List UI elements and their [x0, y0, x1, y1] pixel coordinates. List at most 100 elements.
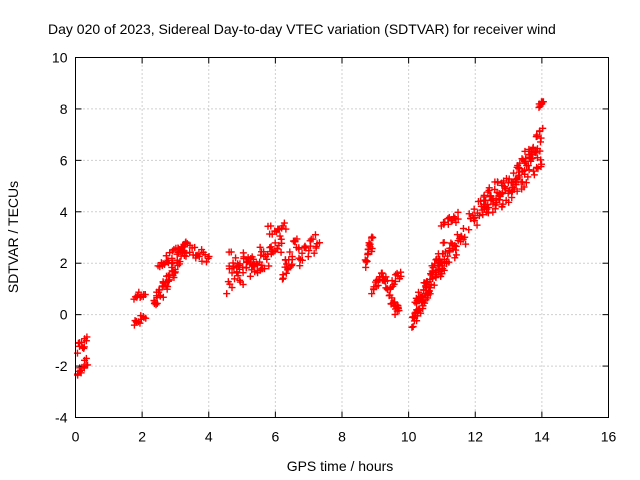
- data-point: [276, 232, 284, 240]
- data-point: [451, 241, 459, 249]
- data-point: [305, 247, 313, 255]
- data-point: [515, 173, 523, 181]
- grid: [75, 57, 609, 418]
- data-point: [465, 210, 473, 218]
- y-tick-label: -4: [55, 410, 68, 426]
- data-points: [73, 98, 547, 379]
- data-point: [136, 293, 144, 301]
- data-point: [462, 240, 470, 248]
- data-point: [374, 281, 382, 289]
- data-point: [521, 166, 529, 174]
- data-point: [426, 284, 434, 292]
- data-point: [273, 245, 281, 253]
- data-point: [369, 234, 377, 242]
- data-point: [533, 163, 541, 171]
- data-point: [447, 239, 455, 247]
- data-point: [246, 272, 254, 280]
- data-point: [424, 291, 432, 299]
- data-point: [248, 253, 256, 261]
- data-point: [412, 294, 420, 302]
- data-point: [368, 233, 376, 241]
- x-tick-label: 16: [601, 429, 617, 445]
- x-tick-label: 10: [401, 429, 417, 445]
- data-point: [368, 244, 376, 252]
- data-point: [408, 323, 416, 331]
- data-point: [76, 367, 84, 375]
- data-point: [159, 293, 167, 301]
- data-point: [239, 280, 247, 288]
- data-point: [533, 132, 541, 140]
- data-point: [481, 196, 489, 204]
- data-point: [279, 274, 287, 282]
- data-point: [413, 317, 421, 325]
- y-tick-label: 4: [60, 204, 68, 220]
- data-point: [510, 169, 518, 177]
- data-point: [261, 265, 269, 273]
- data-point: [530, 171, 538, 179]
- data-point: [298, 249, 306, 257]
- data-point: [451, 214, 459, 222]
- data-point: [508, 194, 516, 202]
- data-point: [296, 262, 304, 270]
- data-point: [505, 175, 513, 183]
- x-tick-label: 12: [467, 429, 483, 445]
- data-point: [470, 205, 478, 213]
- data-point: [524, 173, 532, 181]
- data-point: [485, 184, 493, 192]
- data-point: [260, 248, 268, 256]
- data-point: [164, 283, 172, 291]
- data-point: [278, 239, 286, 247]
- data-point: [484, 209, 492, 217]
- y-axis-label: SDTVAR / TECUs: [5, 181, 21, 293]
- data-point: [394, 303, 402, 311]
- data-point: [413, 312, 421, 320]
- data-point: [481, 205, 489, 213]
- data-point: [80, 343, 88, 351]
- data-point: [513, 187, 521, 195]
- axis-ticks: 0 2 4 6 8 10 12 14 16 -4 -2 0 2 4 6 8 10: [52, 50, 617, 445]
- data-point: [310, 249, 318, 257]
- data-point: [523, 162, 531, 170]
- x-tick-label: 14: [534, 429, 550, 445]
- data-point: [529, 167, 537, 175]
- data-point: [454, 208, 462, 216]
- data-point: [450, 213, 458, 221]
- y-tick-label: 6: [60, 152, 68, 168]
- data-point: [418, 293, 426, 301]
- data-point: [286, 248, 294, 256]
- data-point: [136, 319, 144, 327]
- data-point: [395, 307, 403, 315]
- data-point: [436, 258, 444, 266]
- data-point: [432, 274, 440, 282]
- data-point: [515, 165, 523, 173]
- data-point: [461, 233, 469, 241]
- data-point: [247, 258, 255, 266]
- data-point: [445, 258, 453, 266]
- data-point: [492, 201, 500, 209]
- data-point: [459, 224, 467, 232]
- data-point: [191, 243, 199, 251]
- data-point: [131, 317, 139, 325]
- data-point: [202, 258, 210, 266]
- data-point: [411, 298, 419, 306]
- data-point: [253, 260, 261, 268]
- x-tick-label: 2: [138, 429, 146, 445]
- data-point: [311, 231, 319, 239]
- data-point: [465, 226, 473, 234]
- data-point: [365, 241, 373, 249]
- data-point: [315, 239, 323, 247]
- data-point: [495, 196, 503, 204]
- x-tick-label: 4: [205, 429, 213, 445]
- data-point: [452, 242, 460, 250]
- data-point: [427, 280, 435, 288]
- data-point: [441, 218, 449, 226]
- data-point: [512, 179, 520, 187]
- y-tick-label: 8: [60, 101, 68, 117]
- data-point: [84, 361, 92, 369]
- data-point: [170, 274, 178, 282]
- data-point: [522, 179, 530, 187]
- data-point: [171, 268, 179, 276]
- data-point: [477, 197, 485, 205]
- data-point: [532, 149, 540, 157]
- data-point: [265, 262, 273, 270]
